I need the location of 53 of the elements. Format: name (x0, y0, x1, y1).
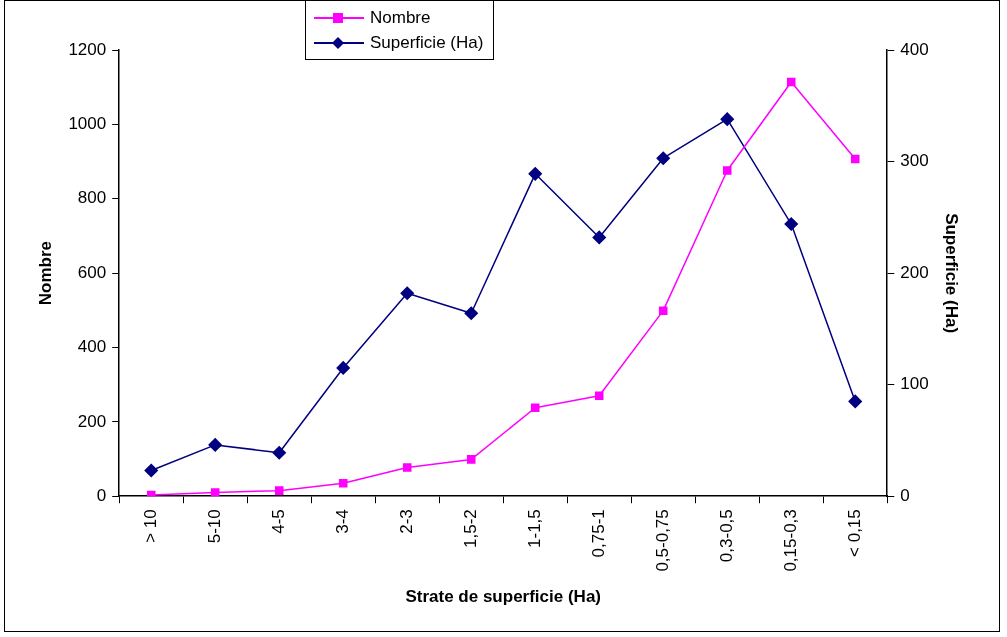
point (146, 490, 156, 497)
y-tick-label: 1200 (68, 39, 107, 59)
x-tick-label: 5-10 (204, 509, 224, 544)
x-tick-label: > 10 (140, 509, 160, 543)
x-tick-label: 0,3-0,5 (716, 509, 736, 563)
y2-tick-label: 400 (900, 39, 929, 59)
y-tick-label: 200 (77, 411, 107, 431)
y-tick-label: 800 (77, 188, 107, 208)
y-tick-label: 400 (77, 337, 107, 357)
point (786, 77, 796, 87)
x-tick-label: 1,5-2 (460, 509, 480, 548)
x-tick-label: 3-4 (332, 509, 352, 534)
legend-label: Nombre (370, 7, 431, 28)
x-tick-label: 0,5-0,75 (652, 509, 672, 572)
point (336, 361, 350, 375)
legend-label: Superficie (Ha) (370, 32, 484, 53)
point (400, 286, 414, 300)
point (528, 167, 542, 181)
point (466, 455, 476, 464)
point (658, 306, 668, 315)
x-tick-label: 2-3 (396, 509, 416, 534)
point (720, 112, 734, 126)
x-tick-label: 0,75-1 (588, 509, 608, 558)
y2-tick-label: 100 (900, 374, 929, 394)
x-axis-title: Strate de superficie (Ha) (405, 587, 602, 607)
x-tick-label: 0,15-0,3 (780, 509, 800, 572)
point (594, 391, 604, 401)
point (464, 306, 478, 321)
point (274, 486, 284, 495)
point (848, 394, 862, 409)
point (530, 403, 540, 413)
point (850, 154, 860, 164)
point (210, 488, 220, 497)
x-tick-label: 1-1,5 (524, 509, 544, 548)
point (656, 151, 670, 165)
point (338, 478, 348, 488)
y2-axis-title: Superficie (Ha) (942, 213, 962, 334)
point (592, 230, 606, 245)
point (722, 166, 732, 175)
y-tick-label: 600 (77, 262, 107, 282)
point (402, 463, 412, 472)
point (272, 445, 286, 460)
point (208, 438, 222, 452)
point (144, 463, 158, 478)
y2-tick-label: 0 (900, 485, 910, 505)
point (784, 217, 798, 231)
y2-tick-label: 300 (900, 151, 929, 171)
y-tick-label: 0 (96, 485, 107, 505)
y-tick-label: 1000 (68, 114, 107, 134)
y-axis-title: Nombre (35, 240, 55, 306)
x-tick-label: 4-5 (268, 509, 288, 534)
y2-tick-label: 200 (900, 262, 929, 282)
x-tick-label: < 0,15 (844, 509, 864, 557)
